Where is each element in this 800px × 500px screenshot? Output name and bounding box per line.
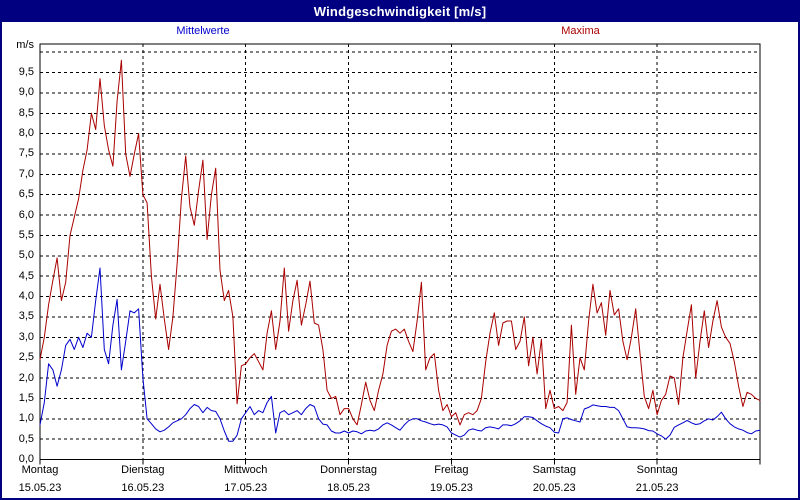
y-tick-label: 8,5 bbox=[18, 106, 34, 119]
y-tick-label: 0,0 bbox=[18, 453, 34, 465]
y-tick-label: 2,5 bbox=[18, 351, 34, 364]
y-tick-label: 5,5 bbox=[18, 228, 34, 241]
x-day-date: 16.05.23 bbox=[121, 482, 165, 494]
x-day-name: Donnerstag bbox=[320, 464, 377, 476]
y-tick-label: 7,0 bbox=[18, 167, 34, 180]
x-day-name: Mittwoch bbox=[224, 464, 268, 476]
y-tick-label: 9,5 bbox=[18, 66, 34, 78]
legend-mittelwerte-label: Mittelwerte bbox=[176, 25, 230, 37]
x-day-name: Freitag bbox=[434, 464, 469, 476]
y-tick-label: 4,5 bbox=[18, 269, 34, 282]
y-tick-label: 6,5 bbox=[18, 188, 34, 201]
x-day-date: 19.05.23 bbox=[430, 482, 473, 494]
y-tick-label: 7,5 bbox=[18, 147, 34, 160]
y-tick-label: 0,5 bbox=[18, 432, 34, 445]
maxima-line bbox=[39, 59, 761, 426]
x-day-name: Samstag bbox=[532, 464, 576, 476]
y-tick-label: 1,5 bbox=[18, 391, 34, 404]
y-tick-label: 6,0 bbox=[18, 208, 34, 221]
y-tick-label: 9,0 bbox=[18, 86, 34, 99]
legend-maxima-label: Maxima bbox=[561, 25, 600, 37]
x-day-name: Montag bbox=[21, 464, 59, 476]
y-axis-unit-label: m/s bbox=[16, 39, 34, 51]
x-day-date: 15.05.23 bbox=[18, 482, 62, 494]
mittelwerte-line bbox=[39, 267, 761, 442]
x-day-name: Dienstag bbox=[121, 464, 165, 476]
x-day-date: 21.05.23 bbox=[635, 482, 679, 494]
x-day-date: 20.05.23 bbox=[532, 482, 576, 494]
y-tick-label: 8,0 bbox=[18, 127, 34, 140]
x-day-name: Sonntag bbox=[636, 464, 678, 476]
y-tick-label: 4,0 bbox=[18, 290, 34, 303]
plot-frame bbox=[39, 43, 761, 460]
y-tick-label: 3,0 bbox=[18, 330, 34, 343]
y-tick-label: 1,0 bbox=[18, 412, 34, 425]
y-tick-label: 5,0 bbox=[18, 249, 34, 262]
x-day-date: 18.05.23 bbox=[327, 482, 370, 494]
title-bar: Windgeschwindigkeit [m/s] bbox=[0, 0, 800, 22]
page-title: Windgeschwindigkeit [m/s] bbox=[313, 3, 487, 19]
y-tick-label: 3,5 bbox=[18, 310, 34, 323]
y-tick-label: 2,0 bbox=[18, 371, 34, 384]
x-day-date: 17.05.23 bbox=[224, 482, 268, 494]
